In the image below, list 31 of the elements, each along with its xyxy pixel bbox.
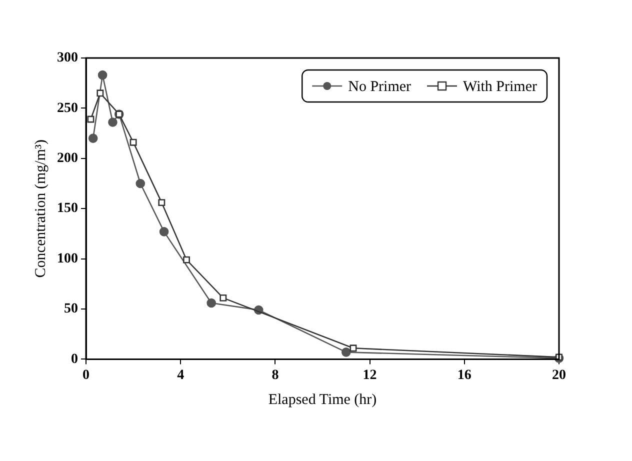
point	[87, 116, 94, 123]
point	[206, 298, 216, 308]
point	[158, 199, 166, 206]
y-tick-label: 300	[57, 50, 78, 66]
x-tick-label: 8	[272, 368, 279, 384]
x-axis-title: Elapsed Time (hr)	[268, 392, 377, 408]
x-tick-label: 12	[362, 368, 377, 384]
y-tick-label: 50	[64, 302, 78, 317]
point	[220, 294, 227, 302]
legend-label: No Primer	[348, 78, 412, 95]
point	[130, 138, 137, 146]
point	[98, 70, 108, 80]
point	[342, 348, 351, 357]
point	[183, 256, 190, 264]
x-tick-label: 20	[552, 368, 566, 384]
y-tick-label: 250	[57, 100, 78, 116]
point	[159, 227, 169, 236]
point	[136, 178, 146, 188]
point	[350, 344, 357, 352]
point	[108, 118, 118, 127]
x-tick-label: 16	[457, 368, 472, 384]
legend-label: With Primer	[463, 78, 538, 95]
y-tick-label: 0	[71, 352, 78, 367]
x-tick-label: 4	[177, 368, 184, 384]
point	[96, 90, 104, 97]
y-tick-label: 100	[57, 251, 78, 266]
y-axis-title: Concentration (mg/m³)	[32, 139, 49, 278]
y-tick-label: 150	[57, 201, 78, 216]
x-tick-label: 0	[82, 368, 90, 384]
y-tick-label: 200	[57, 151, 78, 166]
point	[88, 134, 98, 143]
